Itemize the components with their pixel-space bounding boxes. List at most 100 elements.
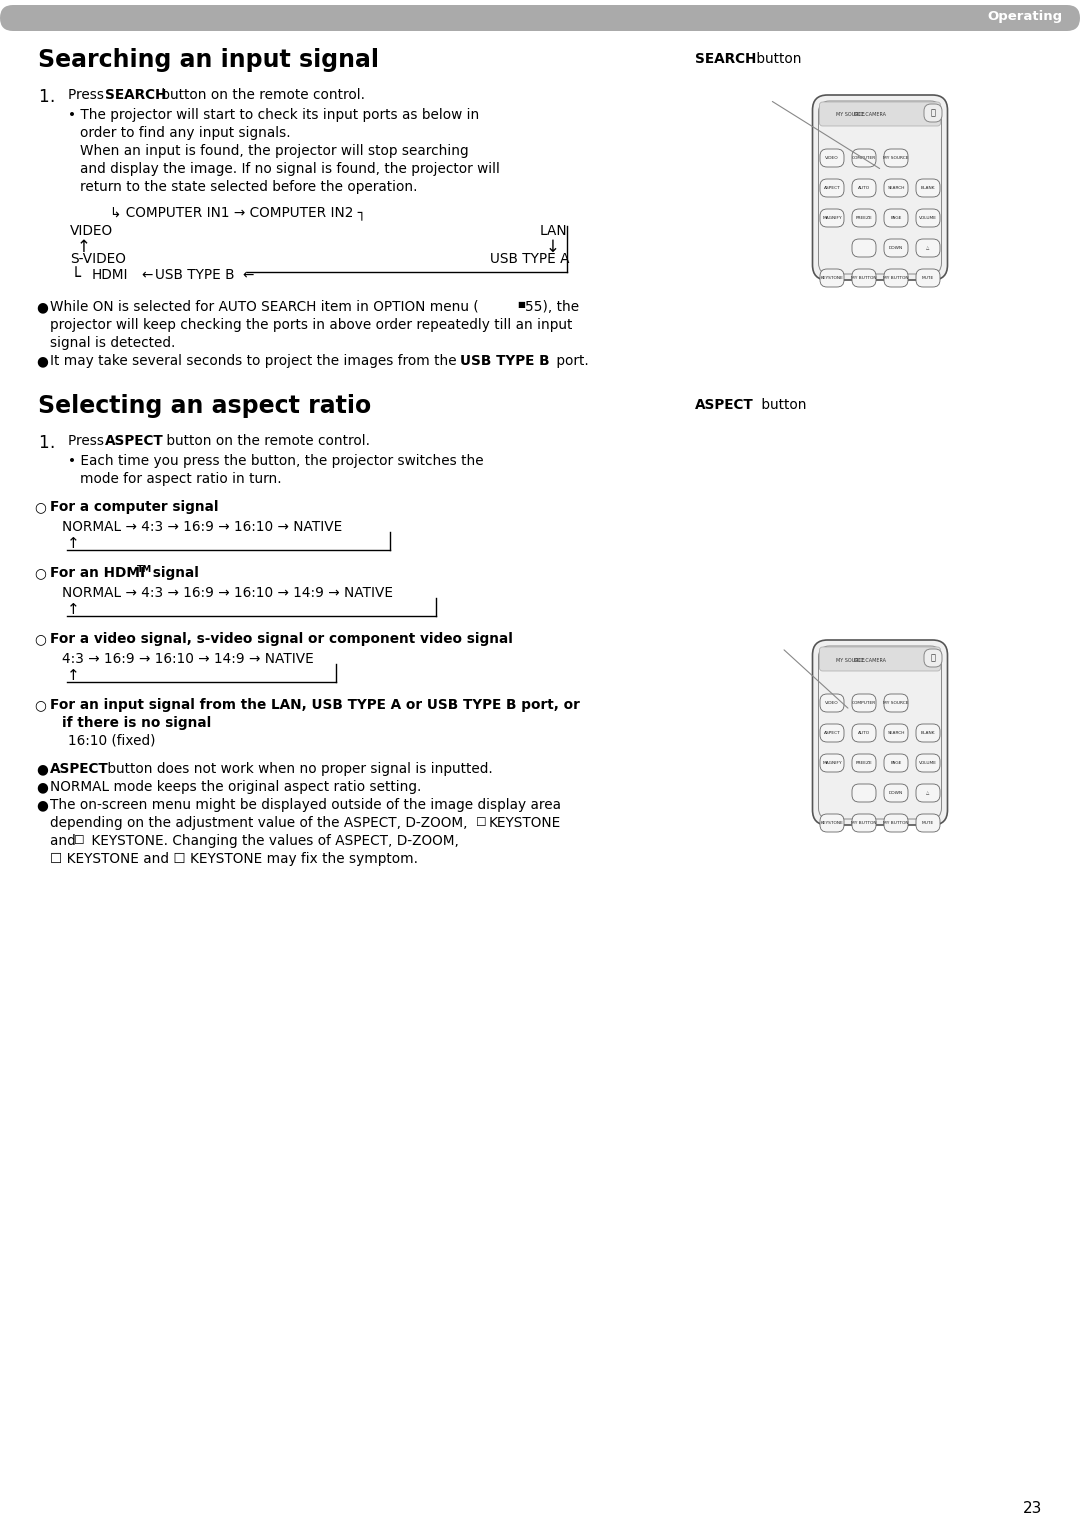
FancyBboxPatch shape <box>812 95 947 280</box>
FancyBboxPatch shape <box>916 239 940 257</box>
Text: MAGNIFY: MAGNIFY <box>822 761 841 764</box>
Text: └: └ <box>71 268 81 286</box>
Text: MUTE: MUTE <box>922 277 934 280</box>
FancyBboxPatch shape <box>820 647 941 671</box>
FancyBboxPatch shape <box>916 725 940 742</box>
FancyBboxPatch shape <box>852 148 876 167</box>
Text: MY BUTTON: MY BUTTON <box>851 821 877 826</box>
FancyBboxPatch shape <box>885 784 908 803</box>
FancyBboxPatch shape <box>885 239 908 257</box>
Text: if there is no signal: if there is no signal <box>62 716 212 729</box>
Text: VIDEO: VIDEO <box>825 700 839 705</box>
Text: The on-screen menu might be displayed outside of the image display area: The on-screen menu might be displayed ou… <box>50 798 561 812</box>
Text: SEARCH: SEARCH <box>888 187 905 190</box>
Text: ASPECT: ASPECT <box>824 187 840 190</box>
Text: ↳ COMPUTER IN1 → COMPUTER IN2 ┐: ↳ COMPUTER IN1 → COMPUTER IN2 ┐ <box>110 206 366 220</box>
Text: NORMAL → 4:3 → 16:9 → 16:10 → NATIVE: NORMAL → 4:3 → 16:9 → 16:10 → NATIVE <box>62 520 342 534</box>
FancyBboxPatch shape <box>0 5 1080 31</box>
Text: HDMI: HDMI <box>92 268 129 281</box>
Text: .: . <box>49 89 54 106</box>
FancyBboxPatch shape <box>852 694 876 713</box>
FancyBboxPatch shape <box>820 754 843 772</box>
Text: SEARCH: SEARCH <box>888 731 905 735</box>
Text: 1: 1 <box>38 89 49 106</box>
Text: COMPUTER: COMPUTER <box>852 700 876 705</box>
Text: USB TYPE B: USB TYPE B <box>460 355 550 368</box>
Text: ↑: ↑ <box>67 537 80 550</box>
Text: MUTE: MUTE <box>922 821 934 826</box>
Text: While ON is selected for AUTO SEARCH item in OPTION menu (: While ON is selected for AUTO SEARCH ite… <box>50 300 478 313</box>
Text: ☐: ☐ <box>75 833 84 847</box>
Text: Searching an input signal: Searching an input signal <box>38 47 379 72</box>
FancyBboxPatch shape <box>820 694 843 713</box>
Text: MY SOURCE: MY SOURCE <box>836 657 864 662</box>
Text: SEARCH: SEARCH <box>105 89 166 102</box>
Text: port.: port. <box>552 355 589 368</box>
Text: USB TYPE B: USB TYPE B <box>156 268 234 281</box>
Text: ASPECT: ASPECT <box>696 398 754 411</box>
Text: button does not work when no proper signal is inputted.: button does not work when no proper sign… <box>103 761 492 777</box>
Text: USB TYPE A: USB TYPE A <box>490 252 569 266</box>
FancyBboxPatch shape <box>852 179 876 197</box>
FancyBboxPatch shape <box>885 209 908 226</box>
Text: ■: ■ <box>517 300 525 309</box>
Text: ←: ← <box>242 268 254 281</box>
Text: When an input is found, the projector will stop searching: When an input is found, the projector wi… <box>80 144 469 157</box>
Text: and: and <box>50 833 80 849</box>
Text: ↑: ↑ <box>77 239 91 255</box>
Text: ⏻: ⏻ <box>931 653 935 662</box>
Text: MY SOURCE: MY SOURCE <box>883 156 908 161</box>
Text: MY BUTTON: MY BUTTON <box>883 277 908 280</box>
Text: depending on the adjustment value of the ASPECT, D-ZOOM,: depending on the adjustment value of the… <box>50 816 472 830</box>
FancyBboxPatch shape <box>924 104 942 122</box>
Text: KEYSTONE. Changing the values of ASPECT, D-ZOOM,: KEYSTONE. Changing the values of ASPECT,… <box>87 833 459 849</box>
Text: 55), the: 55), the <box>525 300 579 313</box>
Text: VOLUME: VOLUME <box>919 216 937 220</box>
Text: For a computer signal: For a computer signal <box>50 500 218 514</box>
Text: VOLUME: VOLUME <box>919 761 937 764</box>
FancyBboxPatch shape <box>885 269 908 287</box>
FancyBboxPatch shape <box>885 148 908 167</box>
FancyBboxPatch shape <box>885 813 908 832</box>
Text: 1: 1 <box>38 434 49 453</box>
Text: BLANK: BLANK <box>921 187 935 190</box>
Text: KEYSTONE: KEYSTONE <box>821 821 843 826</box>
FancyBboxPatch shape <box>852 239 876 257</box>
Text: return to the state selected before the operation.: return to the state selected before the … <box>80 180 418 194</box>
FancyBboxPatch shape <box>852 209 876 226</box>
Text: For an HDMI: For an HDMI <box>50 566 145 579</box>
Text: VIDEO: VIDEO <box>825 156 839 161</box>
Text: 4:3 → 16:9 → 16:10 → 14:9 → NATIVE: 4:3 → 16:9 → 16:10 → 14:9 → NATIVE <box>62 651 314 667</box>
Text: MY SOURCE: MY SOURCE <box>883 700 908 705</box>
Text: 16:10 (fixed): 16:10 (fixed) <box>68 734 156 748</box>
Text: △: △ <box>927 246 930 251</box>
Text: MY BUTTON: MY BUTTON <box>851 277 877 280</box>
FancyBboxPatch shape <box>820 179 843 197</box>
Text: FREEZE: FREEZE <box>855 761 873 764</box>
Text: .: . <box>49 434 54 453</box>
Text: TM: TM <box>137 566 152 573</box>
Text: MY BUTTON: MY BUTTON <box>883 821 908 826</box>
Text: ●: ● <box>36 355 48 368</box>
FancyBboxPatch shape <box>916 179 940 197</box>
FancyBboxPatch shape <box>916 754 940 772</box>
FancyBboxPatch shape <box>820 813 843 832</box>
Text: ↑: ↑ <box>67 602 80 618</box>
Text: ○: ○ <box>33 699 45 713</box>
Text: DOC.CAMERA: DOC.CAMERA <box>853 113 887 118</box>
Text: ↓: ↓ <box>546 239 559 255</box>
Text: KEYSTONE: KEYSTONE <box>821 277 843 280</box>
Text: ←: ← <box>141 268 152 281</box>
Text: Operating: Operating <box>987 11 1062 23</box>
FancyBboxPatch shape <box>820 209 843 226</box>
Text: ASPECT: ASPECT <box>50 761 109 777</box>
Text: ☐ KEYSTONE and ☐ KEYSTONE may fix the symptom.: ☐ KEYSTONE and ☐ KEYSTONE may fix the sy… <box>50 852 418 865</box>
FancyBboxPatch shape <box>916 209 940 226</box>
FancyBboxPatch shape <box>916 269 940 287</box>
Text: For an input signal from the LAN, USB TYPE A or USB TYPE B port, or: For an input signal from the LAN, USB TY… <box>50 699 580 713</box>
Text: projector will keep checking the ports in above order repeatedly till an input: projector will keep checking the ports i… <box>50 318 572 332</box>
Text: ⏻: ⏻ <box>931 109 935 118</box>
Text: BLANK: BLANK <box>921 731 935 735</box>
Text: MAGNIFY: MAGNIFY <box>822 216 841 220</box>
Text: VIDEO: VIDEO <box>70 225 113 239</box>
